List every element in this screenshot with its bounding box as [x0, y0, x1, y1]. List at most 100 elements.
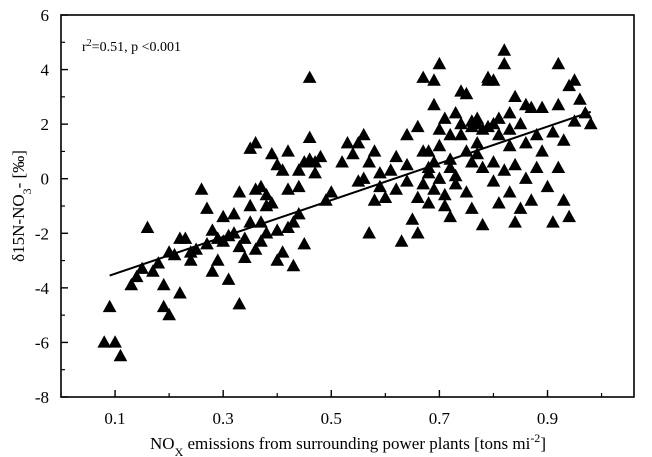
data-point [205, 264, 220, 277]
data-point [410, 226, 425, 239]
data-point [97, 335, 112, 348]
data-point [162, 307, 176, 321]
data-point [524, 193, 539, 206]
data-point [513, 116, 528, 130]
data-point [502, 106, 517, 119]
data-point [470, 136, 485, 149]
data-point [492, 127, 506, 141]
data-point [529, 160, 544, 173]
data-point [497, 163, 512, 176]
data-point [146, 264, 160, 277]
data-point [519, 97, 533, 111]
data-point [508, 157, 522, 171]
data-point [519, 136, 533, 149]
data-point [551, 56, 566, 70]
data-point [221, 272, 236, 285]
data-point [383, 163, 398, 176]
x-tick-label: 0.7 [429, 409, 451, 428]
data-point [324, 185, 339, 198]
data-point [416, 177, 430, 190]
data-point [313, 149, 328, 163]
data-point [465, 114, 479, 127]
data-point [508, 89, 522, 102]
data-point [362, 226, 376, 239]
data-point [362, 155, 376, 168]
data-point [275, 245, 290, 258]
data-point [356, 127, 371, 141]
data-point [546, 215, 560, 228]
data-point [427, 97, 441, 111]
data-point [238, 250, 252, 263]
data-point [275, 163, 290, 176]
data-point [351, 136, 366, 149]
y-tick-label: 6 [41, 6, 50, 25]
data-point [308, 166, 322, 179]
data-point [443, 209, 457, 223]
data-point [394, 234, 409, 247]
data-point [227, 207, 241, 220]
data-point [454, 116, 468, 130]
plot-border [60, 14, 635, 398]
data-point [340, 136, 355, 149]
data-point [389, 182, 403, 195]
x-tick-label: 0.3 [213, 409, 234, 428]
data-point [481, 73, 495, 86]
trendline-group [109, 110, 592, 277]
data-point [465, 155, 479, 168]
data-point [400, 174, 414, 187]
data-point [459, 185, 474, 198]
data-point [465, 201, 479, 214]
x-tick-label: 0.9 [537, 409, 558, 428]
data-point [405, 212, 420, 225]
data-point [410, 119, 425, 133]
data-point [551, 160, 566, 173]
data-point [556, 193, 571, 206]
data-point [508, 215, 522, 228]
data-point [432, 171, 447, 184]
data-point [346, 147, 360, 160]
data-point [265, 196, 279, 209]
data-point [243, 141, 257, 154]
data-point [373, 179, 387, 193]
data-point [243, 215, 257, 228]
plot-frame [60, 14, 635, 398]
data-point [297, 237, 312, 250]
data-point [335, 155, 349, 168]
data-point [232, 297, 247, 310]
data-point [443, 127, 457, 141]
data-point [475, 217, 490, 231]
data-point [427, 73, 441, 86]
data-point [281, 220, 295, 233]
data-point [492, 196, 506, 209]
data-point [254, 179, 268, 193]
data-point [567, 114, 582, 127]
data-point [432, 122, 447, 135]
data-point [400, 157, 414, 171]
data-point [556, 133, 571, 146]
data-point [248, 242, 263, 255]
data-point [243, 198, 257, 212]
data-point [259, 187, 274, 201]
y-axis: 6 4 2 0 -2 -4 -6 -8 [35, 6, 68, 407]
data-point [156, 299, 171, 313]
y-tick-label: -8 [35, 388, 49, 407]
data-point [292, 207, 306, 220]
data-point [443, 160, 457, 173]
data-point [519, 171, 533, 184]
data-point [367, 193, 382, 206]
data-point [286, 258, 301, 272]
data-point [194, 182, 209, 195]
data-point [254, 234, 268, 247]
data-point [448, 177, 463, 190]
data-point [535, 144, 549, 157]
data-point [302, 130, 317, 143]
data-point [378, 190, 393, 203]
data-point [535, 100, 549, 113]
data-point [562, 209, 576, 223]
data-point [475, 160, 490, 173]
data-point [432, 138, 447, 152]
data-point [416, 70, 430, 83]
regression-line [109, 110, 592, 277]
y-tick-label: -6 [35, 333, 49, 352]
data-point [421, 196, 436, 209]
